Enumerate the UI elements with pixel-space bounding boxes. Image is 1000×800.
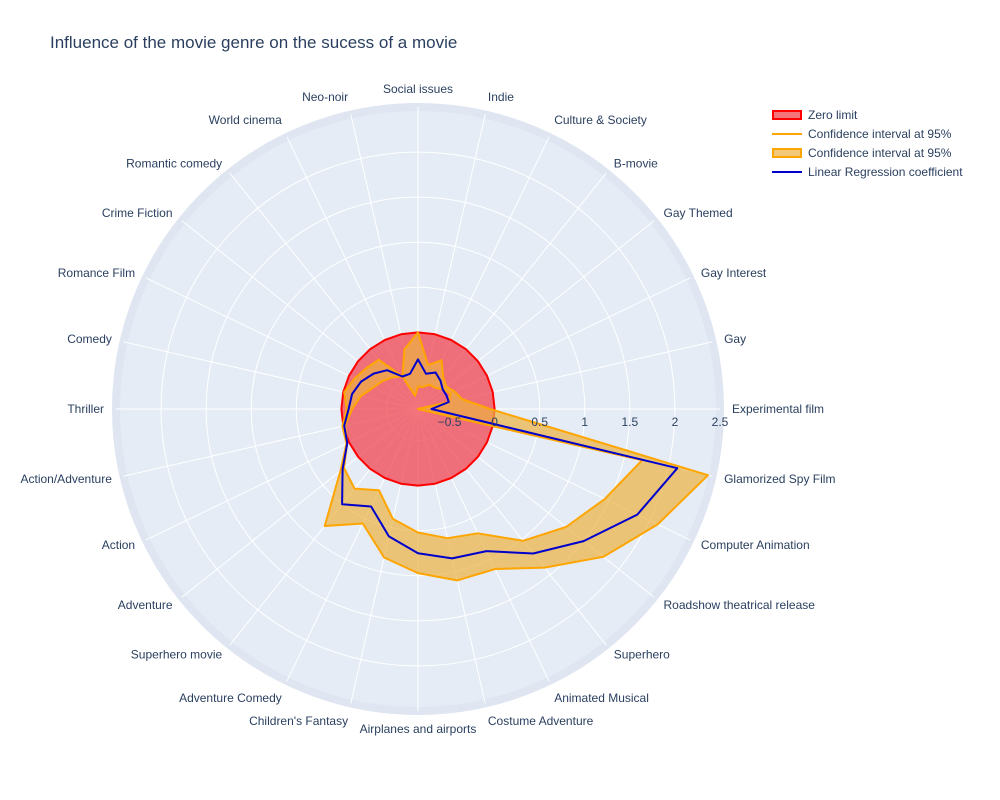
- angular-tick-label: Costume Adventure: [488, 714, 594, 728]
- angular-tick-label: Action/Adventure: [21, 472, 113, 486]
- legend-label: Linear Regression coefficient: [808, 164, 963, 179]
- angular-tick-label: Comedy: [67, 332, 112, 346]
- legend-swatch-ci-upper: [772, 147, 802, 159]
- angular-tick-label: Gay Interest: [701, 266, 767, 280]
- radial-tick-label: −0.5: [438, 415, 462, 429]
- radial-tick-label: 2.5: [712, 415, 729, 429]
- legend-item-ci-lower[interactable]: Confidence interval at 95%: [772, 124, 963, 143]
- angular-tick-label: B-movie: [614, 157, 658, 171]
- angular-axis-labels: Social issues Indie Culture & Society B-mov…: [21, 82, 836, 736]
- series-regression-coefficient: [341, 358, 679, 560]
- angular-tick-label: Glamorized Spy Film: [724, 472, 835, 486]
- angular-tick-label: Roadshow theatrical release: [664, 598, 816, 612]
- angular-tick-label: Superhero movie: [131, 648, 223, 662]
- radial-tick-label: 1: [581, 415, 588, 429]
- angular-tick-label: Romance Film: [58, 266, 135, 280]
- angular-tick-label: Gay: [724, 332, 746, 346]
- legend-label: Zero limit: [808, 107, 858, 122]
- series-layer: [323, 331, 709, 582]
- series-confidence-band: [324, 332, 708, 581]
- legend: Zero limit Confidence interval at 95% Co…: [772, 105, 963, 181]
- legend-item-ci-upper[interactable]: Confidence interval at 95%: [772, 143, 963, 162]
- angular-tick-label: Thriller: [67, 402, 104, 416]
- legend-swatch-ci-lower: [772, 128, 802, 140]
- radial-tick-label: 0: [491, 415, 498, 429]
- angular-tick-label: Children's Fantasy: [249, 714, 348, 728]
- legend-item-zero-limit[interactable]: Zero limit: [772, 105, 963, 124]
- legend-swatch-coefficient: [772, 166, 802, 178]
- legend-item-coefficient[interactable]: Linear Regression coefficient: [772, 162, 963, 181]
- legend-swatch-zero-limit: [772, 109, 802, 121]
- angular-tick-label: Gay Themed: [664, 206, 733, 220]
- angular-tick-label: Experimental film: [732, 402, 824, 416]
- radial-axis: −0.5 0 0.5 1 1.5 2 2.5: [438, 415, 729, 429]
- angular-tick-label: Computer Animation: [701, 538, 810, 552]
- angular-tick-label: Romantic comedy: [126, 157, 222, 171]
- angular-tick-label: Action: [102, 538, 135, 552]
- angular-tick-label: Adventure: [118, 598, 173, 612]
- angular-tick-label: Superhero: [614, 648, 670, 662]
- series-ci-lower-line: [343, 375, 644, 542]
- angular-tick-label: Adventure Comedy: [179, 691, 282, 705]
- radial-tick-label: 2: [672, 415, 679, 429]
- legend-label: Confidence interval at 95%: [808, 145, 952, 160]
- angular-tick-label: Airplanes and airports: [360, 722, 477, 736]
- angular-tick-label: Neo-noir: [302, 90, 348, 104]
- chart-title: Influence of the movie genre on the suce…: [50, 33, 458, 52]
- angular-tick-label: Social issues: [383, 82, 453, 96]
- legend-label: Confidence interval at 95%: [808, 126, 952, 141]
- angular-tick-label: Crime Fiction: [102, 206, 173, 220]
- angular-tick-label: World cinema: [209, 113, 282, 127]
- radial-tick-label: 0.5: [531, 415, 548, 429]
- angular-tick-label: Indie: [488, 90, 514, 104]
- series-ci-upper-line: [323, 331, 709, 582]
- angular-tick-label: Culture & Society: [554, 113, 647, 127]
- angular-tick-label: Animated Musical: [554, 691, 649, 705]
- radial-tick-label: 1.5: [622, 415, 639, 429]
